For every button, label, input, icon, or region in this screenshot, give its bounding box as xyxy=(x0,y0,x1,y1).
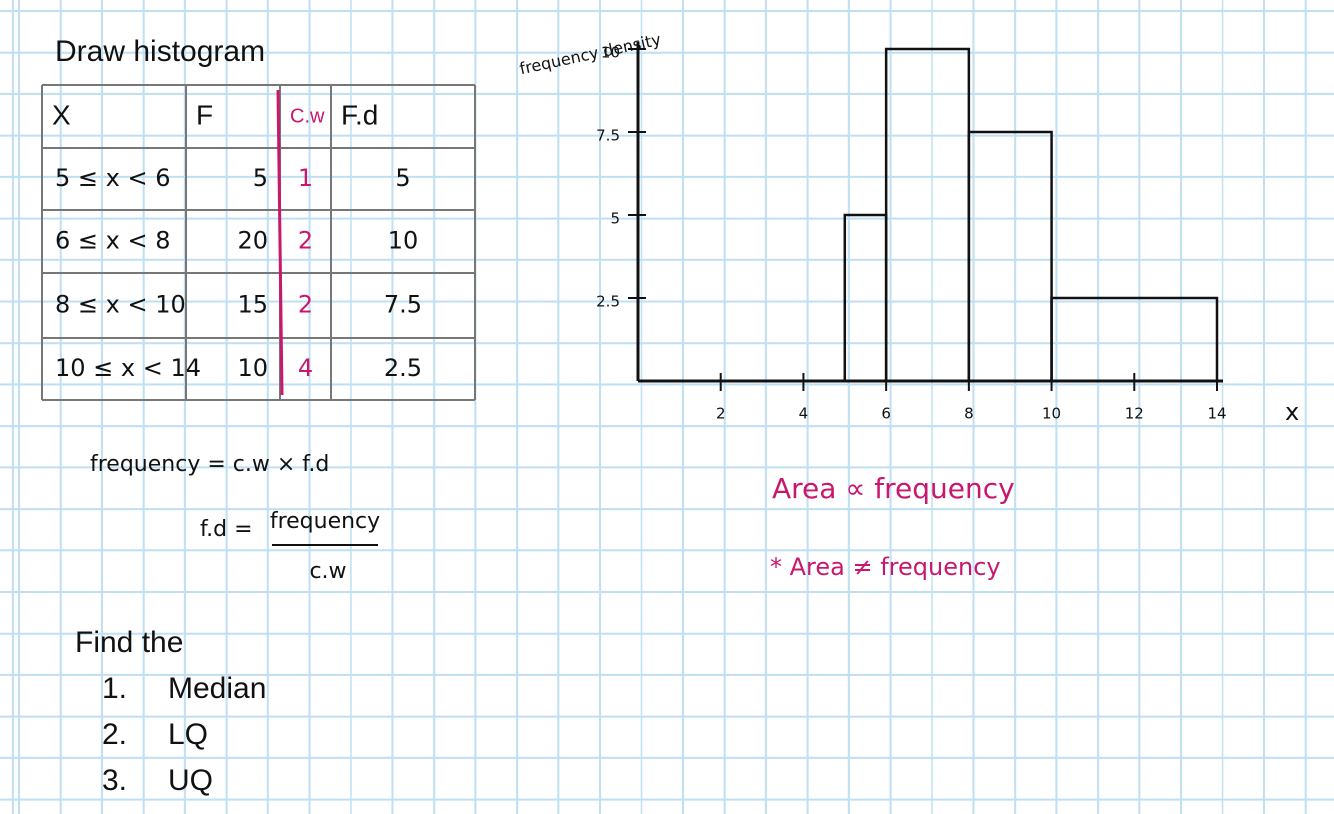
table-cell: 10 ≤ x < 14 xyxy=(55,354,201,382)
table-cell: 2 xyxy=(298,227,313,255)
formula: frequency = c.w × f.d xyxy=(90,452,329,477)
table-header: C.w xyxy=(290,105,325,127)
histogram-bar xyxy=(843,213,888,383)
formula: f.d = xyxy=(200,517,253,542)
task-marker: 2. xyxy=(102,718,127,751)
y-axis-label: frequency density xyxy=(518,30,663,79)
formula: c.w xyxy=(309,559,346,584)
histogram-bar xyxy=(1050,296,1219,383)
x-tick-label: 2 xyxy=(716,405,726,423)
table-cell: 15 xyxy=(237,291,268,319)
task-item: UQ xyxy=(168,764,213,797)
task-heading: Find the xyxy=(75,626,183,659)
histogram-bar xyxy=(967,130,1053,383)
table-cell: 5 xyxy=(253,164,268,192)
y-tick-label: 7.5 xyxy=(596,127,620,145)
task-marker: 3. xyxy=(102,764,127,797)
table-header: F.d xyxy=(341,99,378,130)
x-tick-label: 6 xyxy=(881,405,891,423)
note: * Area ≠ frequency xyxy=(770,553,1001,581)
table-cell: 10 xyxy=(388,227,419,255)
x-tick-label: 10 xyxy=(1042,405,1061,423)
note: Area ∝ frequency xyxy=(772,472,1015,505)
task-item: Median xyxy=(168,672,266,705)
page-title: Draw histogram xyxy=(55,35,265,68)
table-cell: 8 ≤ x < 10 xyxy=(55,291,186,319)
table-cell: 1 xyxy=(298,164,313,192)
table-cell: 5 ≤ x < 6 xyxy=(55,164,170,192)
table-header: X xyxy=(52,99,71,130)
x-tick-label: 12 xyxy=(1125,405,1144,423)
table-cell: 6 ≤ x < 8 xyxy=(55,227,170,255)
y-tick-label: 5 xyxy=(610,210,620,228)
table-cell: 20 xyxy=(237,227,268,255)
table-cell: 7.5 xyxy=(384,291,422,319)
table-cell: 4 xyxy=(298,354,313,382)
x-axis-label: x xyxy=(1285,398,1299,426)
histogram-bar xyxy=(884,47,971,383)
table-cell: 2.5 xyxy=(384,354,422,382)
task-item: LQ xyxy=(168,718,208,751)
x-tick-label: 8 xyxy=(964,405,974,423)
task-marker: 1. xyxy=(102,672,127,705)
table-cell: 5 xyxy=(395,164,410,192)
cw-divider xyxy=(276,89,284,396)
x-tick-label: 14 xyxy=(1207,405,1226,423)
formula: frequency xyxy=(270,509,380,534)
table-cell: 2 xyxy=(298,291,313,319)
table-cell: 10 xyxy=(237,354,268,382)
y-tick-label: 2.5 xyxy=(596,293,620,311)
y-tick-label: 10 xyxy=(601,44,620,62)
x-tick-label: 4 xyxy=(799,405,809,423)
table-header: F xyxy=(196,99,213,130)
